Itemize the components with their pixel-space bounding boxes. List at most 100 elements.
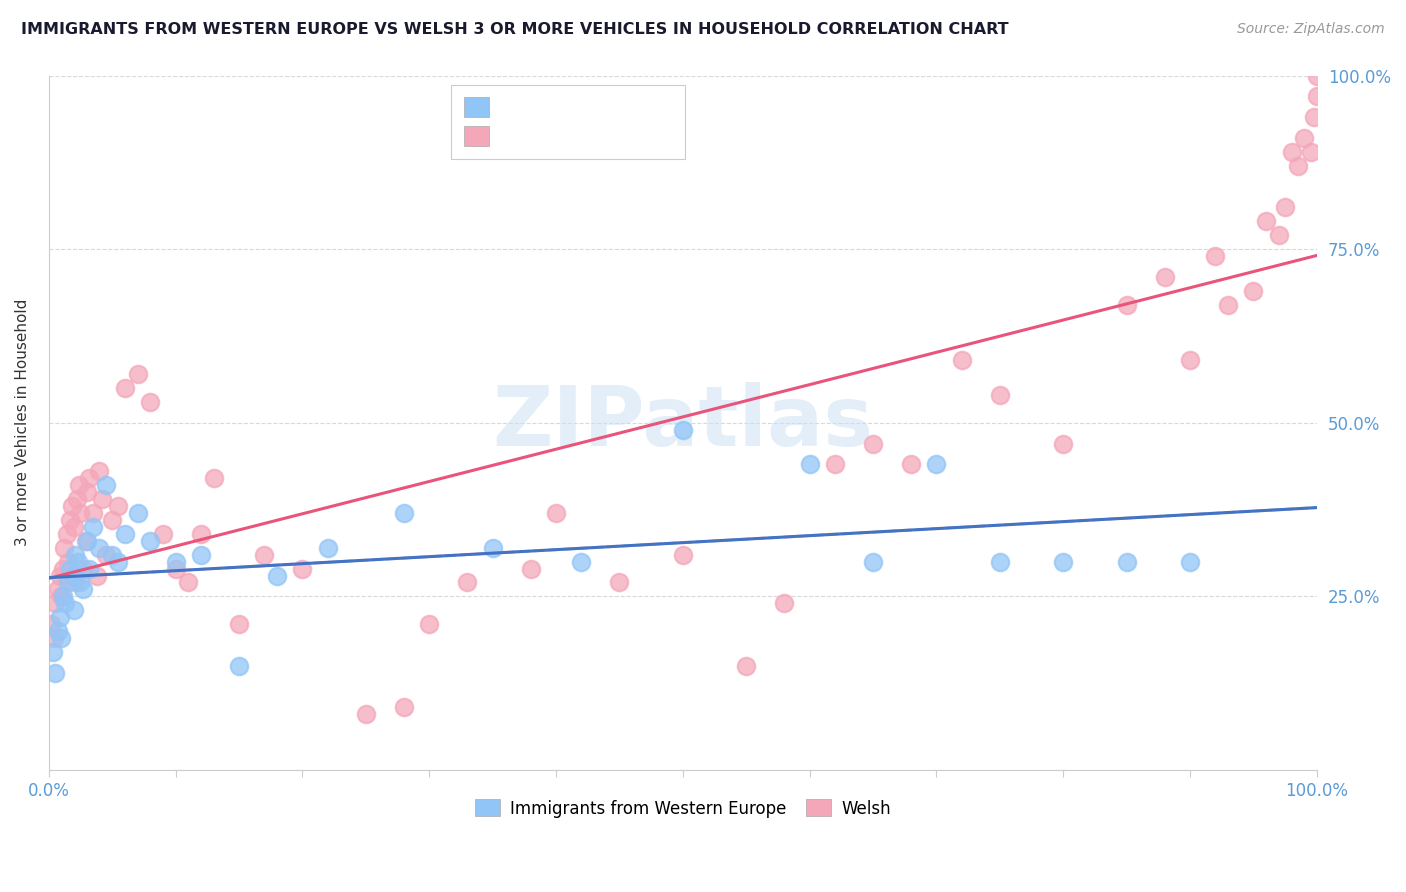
Point (1299, 145, 1322, 159)
Text: N = 71: N = 71 (620, 142, 688, 160)
Point (79, 561, 101, 575)
Point (139, 533, 162, 548)
Point (1153, 269, 1175, 284)
Point (67, 478, 90, 492)
Point (988, 388, 1011, 402)
Point (165, 561, 187, 575)
Point (56, 555, 79, 569)
Point (392, 506, 415, 520)
Point (1115, 555, 1137, 569)
Text: R = 0.570: R = 0.570 (499, 142, 598, 160)
Point (862, 555, 884, 569)
Point (62, 568, 84, 582)
Point (1268, 228, 1291, 243)
Point (69, 506, 91, 520)
Point (52, 590, 75, 604)
Point (1274, 201, 1296, 215)
Point (114, 381, 136, 395)
Point (76, 485, 98, 500)
Point (46, 624, 69, 639)
Point (177, 575, 200, 590)
Point (1306, 89, 1329, 103)
Y-axis label: 3 or more Vehicles in Household: 3 or more Vehicles in Household (15, 299, 30, 547)
Point (1306, 69, 1329, 83)
Point (1243, 284, 1265, 298)
Point (456, 575, 478, 590)
Point (481, 541, 503, 555)
Point (1294, 131, 1316, 145)
Point (51, 631, 73, 645)
Point (544, 506, 567, 520)
Point (65, 575, 87, 590)
Point (114, 527, 136, 541)
Point (66, 555, 89, 569)
Point (44, 665, 66, 680)
Point (42, 631, 65, 645)
Point (59, 513, 82, 527)
Point (41, 645, 63, 659)
Point (82, 506, 104, 520)
Point (1052, 555, 1074, 569)
Point (569, 555, 592, 569)
Point (59, 561, 82, 575)
Point (94, 478, 117, 492)
Point (253, 548, 276, 562)
Point (202, 471, 225, 485)
Text: R = 0.344: R = 0.344 (499, 107, 598, 125)
Point (66, 492, 89, 507)
Text: IMMIGRANTS FROM WESTERN EUROPE VS WELSH 3 OR MORE VEHICLES IN HOUSEHOLD CORRELAT: IMMIGRANTS FROM WESTERN EUROPE VS WELSH … (21, 22, 1008, 37)
Point (418, 617, 440, 632)
Point (354, 707, 377, 722)
Point (1204, 249, 1226, 263)
Point (862, 436, 884, 450)
Point (1216, 298, 1239, 312)
Point (824, 458, 846, 472)
Point (1286, 159, 1309, 173)
Point (266, 568, 288, 582)
Point (799, 458, 821, 472)
Point (519, 561, 541, 575)
Point (63, 520, 86, 534)
Point (60, 499, 83, 513)
Text: ZIPatlas: ZIPatlas (492, 383, 873, 463)
Point (672, 548, 695, 562)
Point (609, 575, 631, 590)
Point (165, 555, 187, 569)
Point (127, 506, 149, 520)
Point (72, 582, 94, 597)
Point (56, 575, 79, 590)
Point (91, 492, 114, 507)
Point (950, 353, 973, 368)
Point (190, 548, 212, 562)
Point (316, 541, 339, 555)
Point (75, 533, 97, 548)
Point (55, 527, 77, 541)
Point (101, 513, 124, 527)
Point (139, 395, 162, 409)
Text: Source: ZipAtlas.com: Source: ZipAtlas.com (1237, 22, 1385, 37)
Point (1115, 298, 1137, 312)
Point (72, 561, 94, 575)
Point (65, 548, 87, 562)
Point (291, 561, 314, 575)
Point (49, 568, 72, 582)
Point (39, 617, 62, 632)
Point (49, 610, 72, 624)
Legend: Immigrants from Western Europe, Welsh: Immigrants from Western Europe, Welsh (468, 793, 897, 824)
Point (94, 548, 117, 562)
Point (127, 367, 149, 381)
Point (1281, 145, 1303, 159)
Point (82, 520, 104, 534)
Point (152, 527, 174, 541)
Point (69, 575, 91, 590)
Point (89, 541, 111, 555)
Point (1256, 214, 1278, 228)
Point (392, 700, 415, 714)
Point (672, 423, 695, 437)
Point (89, 464, 111, 478)
Point (1052, 436, 1074, 450)
Point (1178, 353, 1201, 368)
Point (107, 555, 129, 569)
Point (44, 596, 66, 610)
Point (46, 582, 69, 597)
